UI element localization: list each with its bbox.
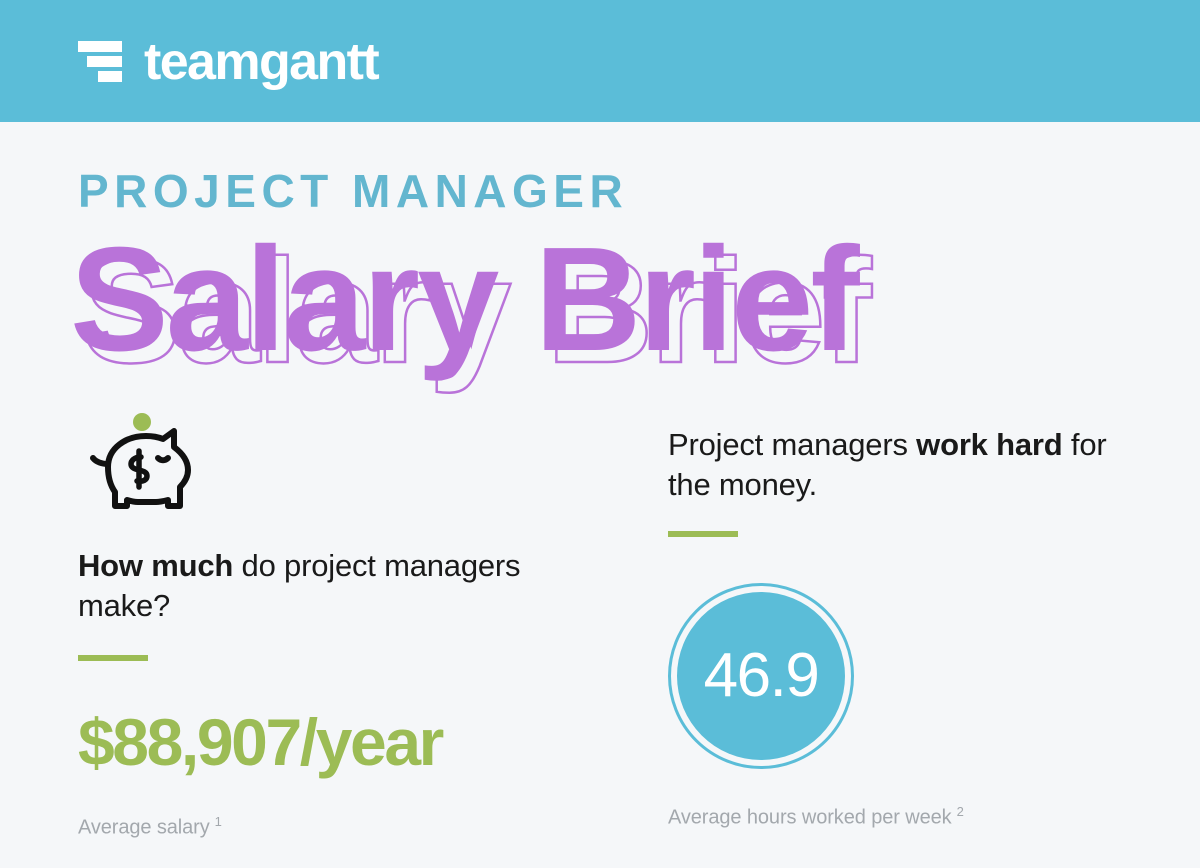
page-title: Salary Brief Salary Brief (70, 217, 970, 395)
headline-main-text: Salary Brief (70, 217, 860, 382)
brand-logo[interactable]: teamgantt (78, 33, 380, 91)
hours-lead-prefix: Project managers (668, 427, 917, 462)
hours-footnote-marker: 2 (956, 804, 964, 820)
gantt-bars-icon (78, 41, 122, 82)
hours-dial: 46.9 (668, 583, 854, 770)
hours-lead-suffix: for the money. (668, 427, 1107, 502)
hours-lead-bold: work hard (916, 427, 1063, 462)
salary-lead-bold: How much (78, 548, 234, 583)
dial-inner-disc (677, 592, 845, 761)
brand-name: teamgantt (144, 33, 380, 91)
hours-panel: Project managers work hard for the money… (668, 425, 1148, 828)
salary-lead-rest: do project managers make? (78, 548, 521, 623)
salary-stat-value: $88,907/year (78, 705, 444, 780)
headline-artwork: Salary Brief Salary Brief (70, 217, 877, 395)
salary-lead-text: How much do project managers make? (78, 546, 598, 625)
salary-caption: Average salary 1 (78, 815, 598, 838)
salary-panel: How much do project managers make? $88,9… (78, 412, 598, 838)
hours-lead-text: Project managers work hard for the money… (668, 425, 1148, 504)
coin-shape (133, 413, 151, 431)
headline-shadow-text: Salary Brief (82, 229, 872, 394)
salary-footnote-marker: 1 (214, 814, 222, 830)
eyebrow-title: PROJECT MANAGER (78, 165, 629, 217)
salary-divider-rule (78, 655, 148, 662)
hours-caption: Average hours worked per week 2 (668, 805, 1148, 828)
hours-caption-text: Average hours worked per week (668, 807, 952, 829)
piggy-bank-icon (90, 413, 191, 509)
header-bar: teamgantt (0, 0, 1200, 122)
salary-caption-text: Average salary (78, 817, 210, 839)
dial-value-label: 46.9 (703, 641, 820, 711)
dial-outer-ring (668, 583, 854, 770)
hours-divider-rule (668, 531, 738, 538)
